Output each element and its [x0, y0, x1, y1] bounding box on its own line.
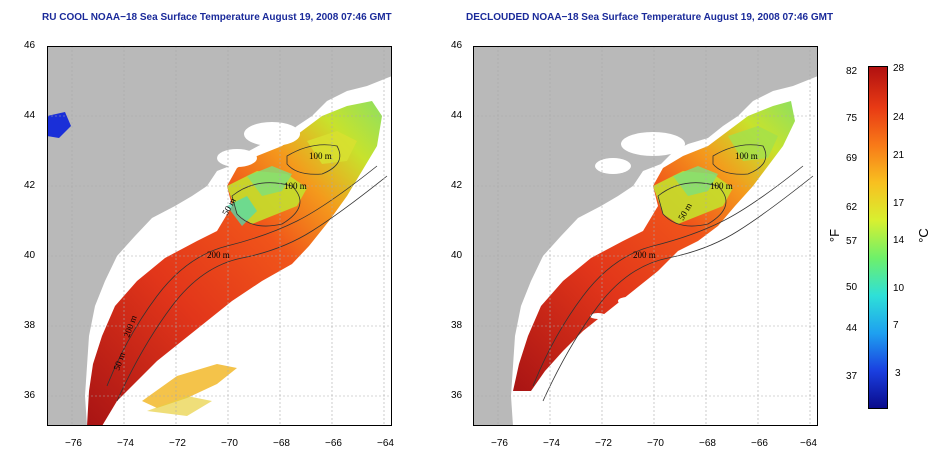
colorbar-f-tick: 57 — [846, 236, 858, 247]
x-tick: −76 — [65, 438, 82, 449]
colorbar-c-tick: 3 — [895, 368, 901, 379]
y-tick: 46 — [24, 40, 36, 51]
y-tick: 40 — [24, 250, 36, 261]
isobath-label: 100 m — [710, 181, 733, 191]
right-sst-map: 100 m 100 m 50 m 200 m — [473, 46, 818, 426]
y-tick: 36 — [451, 390, 463, 401]
y-tick: 44 — [451, 110, 463, 121]
isobath-label: 100 m — [735, 151, 758, 161]
isobath-label: 200 m — [207, 250, 230, 260]
colorbar-c-tick: 14 — [893, 235, 905, 246]
right-map-panel: 100 m 100 m 50 m 200 m — [473, 46, 818, 426]
colorbar-f-tick: 82 — [846, 66, 858, 77]
colorbar-c-tick: 21 — [893, 150, 905, 161]
x-tick: −66 — [751, 438, 768, 449]
colorbar-f-tick: 75 — [846, 113, 858, 124]
x-tick: −68 — [699, 438, 716, 449]
x-tick: −74 — [543, 438, 560, 449]
y-tick: 42 — [451, 180, 463, 191]
colorbar-f-tick: 62 — [846, 202, 858, 213]
y-tick: 40 — [451, 250, 463, 261]
isobath-label: 100 m — [284, 181, 307, 191]
colorbar-c-tick: 24 — [893, 112, 905, 123]
colorbar-f-tick: 37 — [846, 371, 858, 382]
x-tick: −72 — [169, 438, 186, 449]
x-tick: −70 — [221, 438, 238, 449]
sea-surface-temperature — [87, 101, 382, 426]
colorbar-unit-celsius: °C — [915, 228, 931, 243]
x-tick: −72 — [595, 438, 612, 449]
x-tick: −70 — [647, 438, 664, 449]
colorbar-c-tick: 28 — [893, 63, 905, 74]
x-tick: −74 — [117, 438, 134, 449]
colorbar-f-tick: 50 — [846, 282, 858, 293]
colorbar-c-tick: 7 — [893, 320, 899, 331]
y-tick: 38 — [24, 320, 36, 331]
y-tick: 46 — [451, 40, 463, 51]
land-mass — [473, 46, 818, 426]
land-mass — [47, 46, 392, 426]
right-map-title: DECLOUDED NOAA−18 Sea Surface Temperatur… — [466, 12, 834, 23]
colorbar-unit-fahrenheit: °F — [827, 228, 843, 243]
colorbar-c-tick: 10 — [893, 283, 905, 294]
colorbar-f-tick: 44 — [846, 323, 858, 334]
x-tick: −64 — [800, 438, 817, 449]
y-tick: 44 — [24, 110, 36, 121]
x-tick: −68 — [273, 438, 290, 449]
colorbar-c-tick: 17 — [893, 198, 905, 209]
colorbar-f-tick: 69 — [846, 153, 858, 164]
x-tick: −76 — [491, 438, 508, 449]
left-map-title: RU COOL NOAA−18 Sea Surface Temperature … — [42, 12, 392, 23]
x-tick: −66 — [325, 438, 342, 449]
left-sst-map: 100 m 100 m 50 m 200 m 200 m 50 m — [47, 46, 392, 426]
isobath-label: 100 m — [309, 151, 332, 161]
left-map-panel: 100 m 100 m 50 m 200 m 200 m 50 m — [47, 46, 392, 426]
colorbar-gradient — [868, 66, 888, 409]
isobath-label: 200 m — [633, 250, 656, 260]
x-tick: −64 — [377, 438, 394, 449]
y-tick: 38 — [451, 320, 463, 331]
y-tick: 36 — [24, 390, 36, 401]
y-tick: 42 — [24, 180, 36, 191]
